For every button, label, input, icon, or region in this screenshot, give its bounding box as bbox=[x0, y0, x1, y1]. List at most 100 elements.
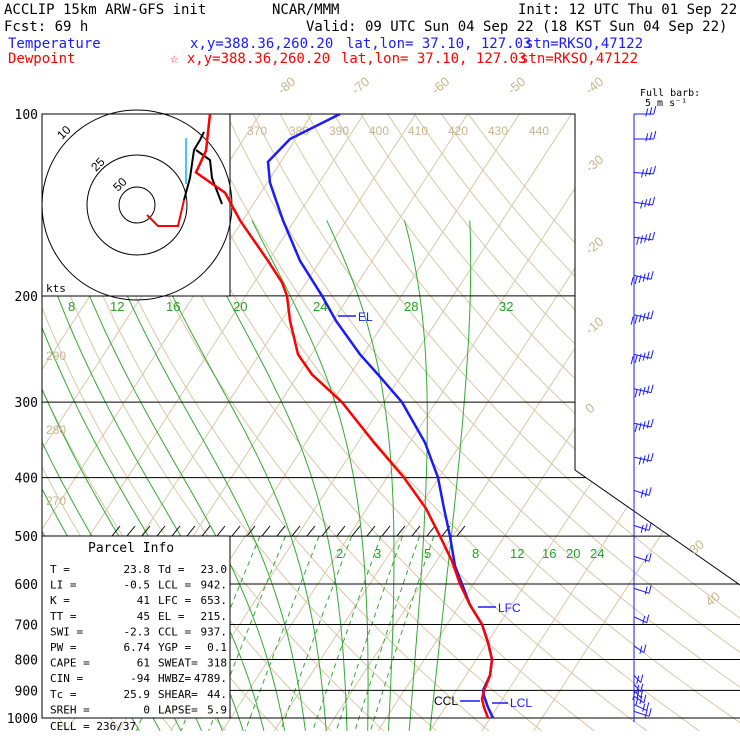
parcel-param-value: 0 bbox=[143, 703, 150, 716]
parcel-cell: CELL = 236/37 bbox=[50, 720, 136, 733]
theta-label: 400 bbox=[369, 124, 389, 138]
wind-barb-flag bbox=[648, 553, 652, 562]
moist-adiabat-label: 12 bbox=[110, 299, 124, 314]
dry-adiabat bbox=[306, 114, 740, 732]
sounding-profiles: EL LFC CCL LCL bbox=[194, 112, 532, 719]
wind-barb-flag bbox=[652, 231, 656, 241]
wind-barb-flag bbox=[650, 384, 654, 393]
pressure-tick-label: 100 bbox=[15, 108, 38, 123]
pressure-tick-label: 900 bbox=[15, 684, 38, 699]
parcel-info-frame bbox=[41, 535, 231, 719]
hatch-mark bbox=[396, 525, 406, 537]
theta-label: 370 bbox=[247, 124, 267, 138]
isotherm bbox=[533, 114, 740, 732]
wind-barb-flag bbox=[639, 695, 643, 705]
dewpoint-xy: ☆ x,y=388.36,260.20 bbox=[170, 51, 330, 67]
wind-barb-flag bbox=[640, 489, 644, 498]
pressure-tick-label: 600 bbox=[15, 578, 38, 593]
wind-barb-flag bbox=[634, 389, 638, 398]
wind-barb-flag bbox=[639, 645, 643, 655]
temperature-station: stn=RKSO,47122 bbox=[525, 36, 643, 52]
wind-barb-flag bbox=[640, 689, 644, 698]
isotherm bbox=[170, 114, 572, 732]
mixing-ratio-line bbox=[370, 536, 435, 731]
wind-barb-flag bbox=[653, 130, 657, 140]
parcel-param-value: 45 bbox=[137, 610, 150, 623]
wind-barb bbox=[633, 616, 647, 624]
wind-barb-flag bbox=[642, 386, 646, 396]
dewpoint-label: Dewpoint bbox=[8, 51, 75, 67]
parcel-param-value: 23.8 bbox=[124, 563, 151, 576]
wind-barb-flag bbox=[630, 277, 634, 286]
isotherm bbox=[429, 114, 740, 732]
wind-barb-flag bbox=[636, 675, 640, 684]
isotherm bbox=[42, 114, 313, 732]
wind-barb-flag bbox=[636, 236, 640, 245]
parcel-param-name: Tc = bbox=[50, 688, 77, 701]
isotherm bbox=[377, 114, 740, 732]
wind-barb-flag bbox=[646, 311, 650, 320]
wind-barb-flag bbox=[648, 233, 652, 242]
parcel-param-value: 61 bbox=[137, 657, 150, 670]
parcel-param-name-2: LCL = bbox=[158, 579, 191, 592]
parcel-param-name: PW = bbox=[50, 641, 77, 654]
hodograph-mid-trace bbox=[183, 131, 205, 201]
mixing-ratio-label: 12 bbox=[510, 546, 524, 561]
dry-adiabat bbox=[199, 114, 740, 732]
wind-barb-flag bbox=[635, 697, 639, 706]
theta-label: 390 bbox=[329, 124, 349, 138]
wind-barb bbox=[633, 555, 650, 562]
parcel-param-name-2: SWEAT= bbox=[158, 657, 198, 670]
parcel-param-name: T = bbox=[50, 563, 70, 576]
wind-barb bbox=[633, 695, 645, 704]
wind-barb-flag bbox=[650, 452, 654, 462]
parcel-param-name: SREH = bbox=[50, 703, 90, 716]
mixing-ratio-label: 3 bbox=[374, 546, 381, 561]
valid-time: Valid: 09 UTC Sun 04 Sep 22 (18 KST Sun … bbox=[306, 19, 727, 35]
wind-barb-flag bbox=[634, 315, 638, 324]
wind-barb-flag bbox=[642, 421, 646, 430]
isotherm-label: -10 bbox=[582, 314, 606, 338]
parcel-param-name-2: Td = bbox=[158, 563, 185, 576]
wind-barb-flag bbox=[648, 585, 652, 594]
pressure-tick-label: 1000 bbox=[7, 712, 38, 727]
wind-barb-flag bbox=[634, 423, 638, 432]
mixing-ratio-line bbox=[312, 536, 382, 731]
wind-barb-flag bbox=[643, 694, 647, 703]
wind-barb-flag bbox=[648, 522, 652, 531]
wind-barb-flag bbox=[649, 132, 653, 141]
barb-key-units: 5 m s⁻¹ bbox=[645, 98, 687, 109]
wind-barb-flag bbox=[642, 312, 646, 322]
wind-barb-flag bbox=[636, 690, 640, 699]
wind-barb-flag bbox=[632, 691, 636, 701]
mixing-ratio-label: 24 bbox=[590, 546, 604, 561]
wind-barb-flag bbox=[642, 703, 646, 712]
wind-barb-flag bbox=[646, 702, 650, 711]
wind-barb-flag bbox=[636, 684, 640, 694]
hatch-mark bbox=[216, 525, 226, 537]
wind-barb-flag bbox=[638, 353, 642, 362]
wind-barb-flag bbox=[642, 352, 646, 361]
wind-barb-flag bbox=[649, 166, 652, 176]
dry-adiabat bbox=[360, 114, 740, 732]
hatch-mark bbox=[366, 525, 376, 537]
theta-label: 280 bbox=[46, 423, 66, 437]
parcel-param-value: 6.74 bbox=[124, 641, 151, 654]
hatch-mark bbox=[126, 525, 136, 537]
moist-adiabat-label: 24 bbox=[313, 299, 327, 314]
hatch-mark bbox=[156, 525, 166, 537]
parcel-param-name-2: CCL = bbox=[158, 625, 191, 638]
wind-barb-flag bbox=[648, 708, 652, 717]
dry-adiabat bbox=[91, 114, 542, 732]
parcel-param-value: -2.3 bbox=[124, 625, 151, 638]
mixing-ratio-label: 16 bbox=[542, 546, 556, 561]
parcel-param-name: CIN = bbox=[50, 672, 83, 685]
init-time: Init: 12 UTC Thu 01 Sep 22 bbox=[518, 2, 737, 18]
hatch-mark bbox=[246, 525, 256, 537]
parcel-param-name-2: LFC = bbox=[158, 594, 191, 607]
pressure-tick-label: 300 bbox=[15, 396, 38, 411]
wind-barb-flag bbox=[630, 356, 634, 365]
wind-barb bbox=[633, 710, 650, 717]
dry-adiabat bbox=[42, 114, 384, 732]
isotherm-label: -20 bbox=[582, 234, 606, 258]
